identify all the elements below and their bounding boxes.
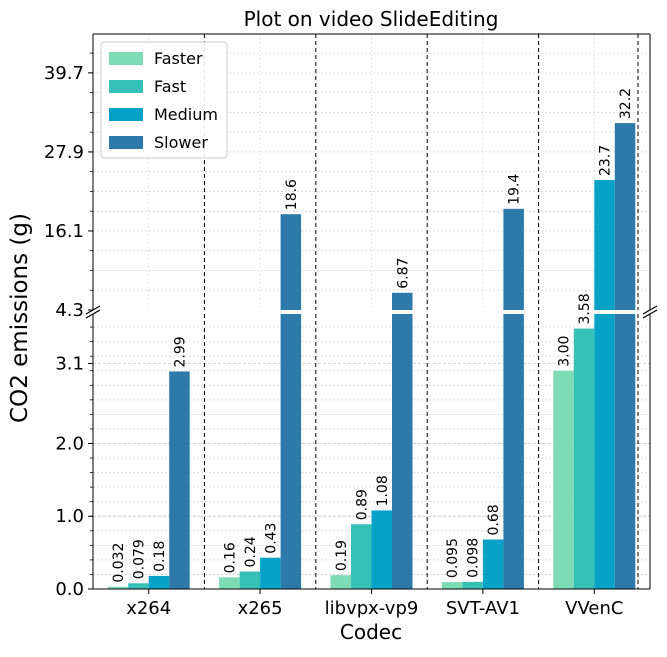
data-label: 18.6	[284, 179, 300, 210]
bar-slower-vvenc	[614, 314, 636, 589]
data-label: 23.7	[598, 145, 614, 176]
y-tick-label: 27.9	[44, 142, 84, 163]
bar-faster-svt-av1	[441, 582, 463, 589]
bar-faster-vvenc	[553, 370, 574, 589]
bar-faster-x265	[219, 577, 240, 589]
x-tick-label: x265	[238, 598, 283, 619]
data-label: 0.68	[486, 504, 502, 535]
legend-label: Medium	[154, 105, 218, 124]
y-tick-label: 4.3	[55, 300, 84, 321]
y-axis-label: CO2 emissions (g)	[7, 213, 33, 423]
axes-frame	[85, 33, 658, 590]
axis-break-mark	[642, 309, 658, 319]
data-label: 3.00	[557, 336, 573, 367]
y-tick-label: 39.7	[44, 63, 84, 84]
chart-title: Plot on video SlideEditing	[244, 7, 499, 31]
bar-faster-libvpx-vp9	[330, 575, 351, 589]
x-tick-label: libvpx-vp9	[325, 598, 419, 619]
legend-label: Slower	[154, 133, 208, 152]
data-label: 3.58	[577, 293, 593, 324]
data-label: 0.16	[222, 542, 238, 573]
data-label: 6.87	[395, 258, 411, 289]
legend-swatch	[109, 108, 143, 121]
bar-slower-libvpx-vp9	[392, 314, 413, 589]
bars	[107, 123, 636, 589]
bar-medium-x265	[260, 557, 281, 589]
data-label: 0.89	[354, 489, 370, 520]
data-label: 0.079	[131, 539, 147, 579]
bar-faster-x264	[107, 586, 129, 589]
bar-fast-svt-av1	[462, 581, 483, 589]
bar-slower-x265	[280, 314, 302, 589]
bar-fast-x265	[239, 571, 261, 589]
bar-slower-x264	[169, 371, 190, 589]
y-tick-label: 3.1	[55, 353, 84, 374]
bar-fast-x264	[128, 583, 149, 589]
bar-fast-libvpx-vp9	[351, 524, 372, 589]
x-axis-label: Codec	[340, 620, 402, 644]
bar-slower-x265-upper	[280, 214, 302, 310]
x-tick-label: x264	[126, 598, 171, 619]
y-tick-label: 2.0	[55, 433, 84, 454]
data-label: 2.99	[172, 336, 188, 367]
bar-medium-x264	[148, 575, 170, 589]
data-label: 0.098	[466, 538, 482, 578]
bar-slower-libvpx-vp9-upper	[392, 292, 413, 310]
legend-swatch	[109, 52, 143, 65]
data-label: 0.032	[111, 543, 127, 583]
bar-medium-vvenc	[594, 314, 615, 589]
axis-break-mark	[642, 305, 658, 315]
y-tick-label: 1.0	[55, 506, 84, 527]
bar-medium-libvpx-vp9	[371, 510, 392, 589]
data-label: 32.2	[618, 88, 634, 119]
data-label: 0.095	[445, 538, 461, 578]
x-tick-label: VVenC	[565, 598, 623, 619]
legend-swatch	[109, 80, 143, 93]
bar-slower-svt-av1	[503, 314, 524, 589]
y-tick-label: 0.0	[55, 579, 84, 600]
data-label: 0.18	[152, 541, 168, 572]
y-tick-label: 16.1	[44, 221, 84, 242]
bar-slower-svt-av1-upper	[503, 208, 524, 310]
data-label: 0.24	[243, 536, 259, 567]
axis-ticks: 0.0 1.0 2.0 3.1 4.3 16.1 27.9 39.7 x264 x265 libvp…	[44, 52, 623, 619]
legend: Faster Fast Medium Slower	[100, 41, 228, 159]
data-label: 0.19	[334, 540, 350, 571]
bar-slower-vvenc-upper	[614, 123, 636, 310]
axis-break-mark	[85, 309, 101, 319]
bar-fast-vvenc	[573, 328, 595, 589]
data-label: 1.08	[375, 475, 391, 506]
data-labels: 0.032 0.079 0.18 2.99 0.16 0.24 0.43 18.6 0.19 0.…	[111, 88, 634, 583]
legend-label: Fast	[154, 77, 186, 96]
legend-label: Faster	[154, 49, 203, 68]
bar-medium-vvenc-upper	[594, 180, 615, 310]
x-tick-label: SVT-AV1	[446, 598, 520, 619]
legend-box	[100, 41, 228, 159]
legend-swatch	[109, 136, 143, 149]
data-label: 0.43	[263, 523, 279, 554]
data-label: 19.4	[507, 174, 523, 205]
bar-medium-svt-av1	[482, 539, 504, 589]
